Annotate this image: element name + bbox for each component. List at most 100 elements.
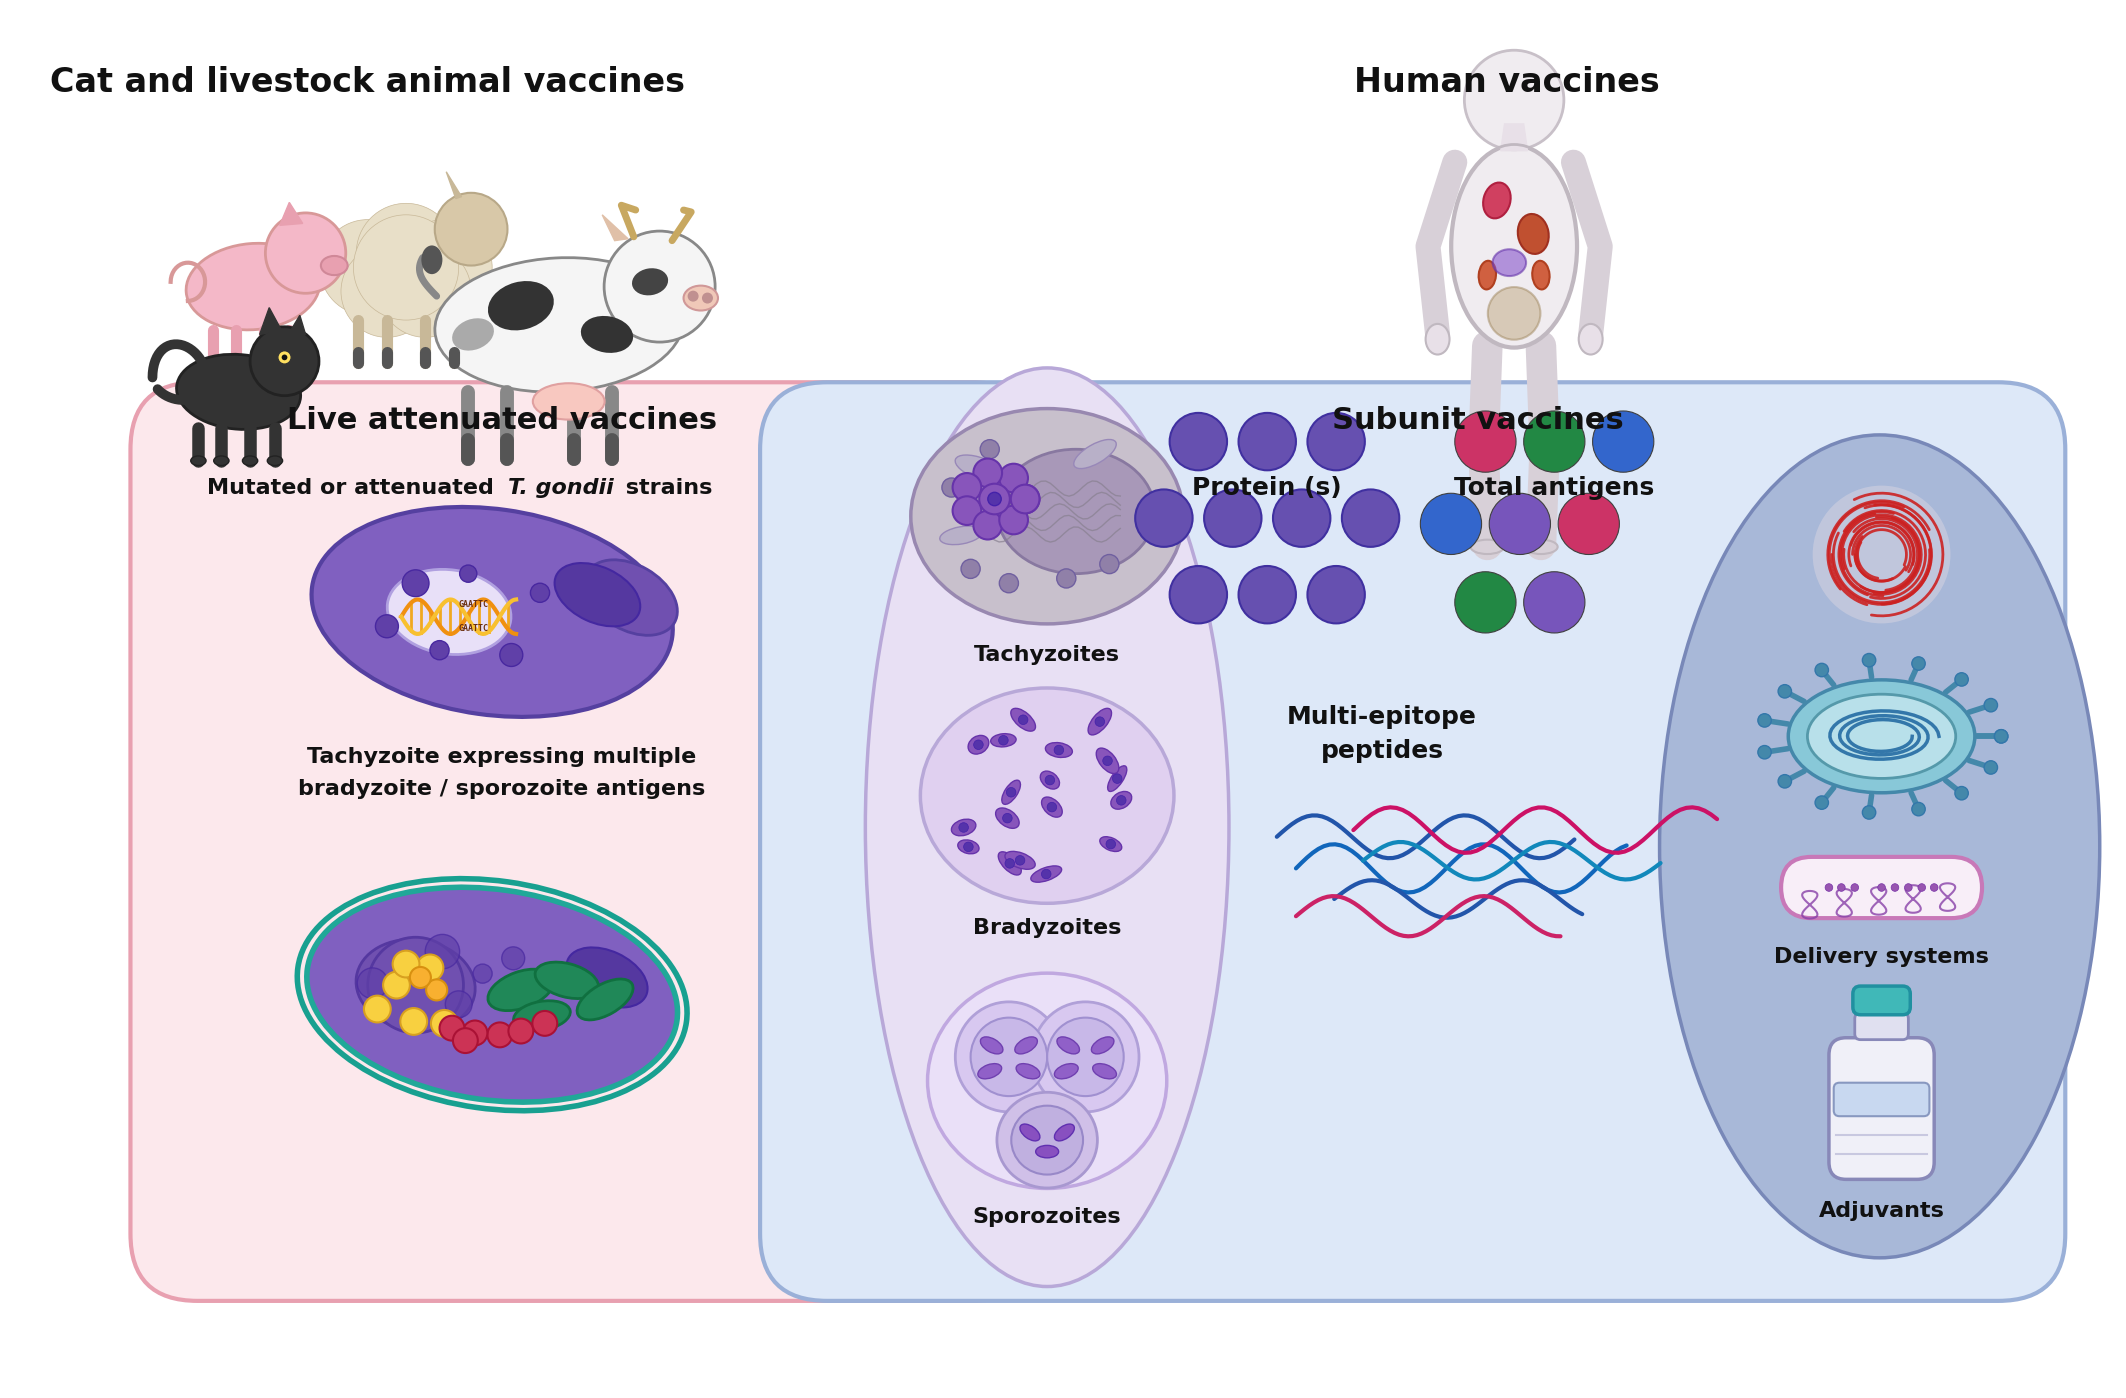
Ellipse shape xyxy=(1031,865,1061,882)
Circle shape xyxy=(357,203,455,303)
Circle shape xyxy=(432,1009,457,1037)
Ellipse shape xyxy=(865,368,1229,1286)
Ellipse shape xyxy=(1097,748,1118,773)
Circle shape xyxy=(952,473,982,502)
Circle shape xyxy=(378,246,472,337)
Text: Cat and livestock animal vaccines: Cat and livestock animal vaccines xyxy=(51,67,685,99)
Ellipse shape xyxy=(1074,439,1116,468)
Circle shape xyxy=(1862,653,1875,667)
Circle shape xyxy=(383,972,410,998)
Circle shape xyxy=(319,219,415,316)
Ellipse shape xyxy=(1006,851,1035,870)
Ellipse shape xyxy=(1001,780,1020,804)
Ellipse shape xyxy=(242,456,257,466)
Ellipse shape xyxy=(1089,709,1112,735)
Ellipse shape xyxy=(1016,1064,1040,1079)
Circle shape xyxy=(502,946,525,970)
Circle shape xyxy=(1106,839,1116,849)
Ellipse shape xyxy=(1048,1018,1125,1096)
Ellipse shape xyxy=(1788,679,1975,793)
Ellipse shape xyxy=(268,456,283,466)
Circle shape xyxy=(1877,884,1886,892)
Ellipse shape xyxy=(1031,1002,1140,1111)
Text: strains: strains xyxy=(619,478,712,498)
Circle shape xyxy=(1524,572,1584,633)
Ellipse shape xyxy=(321,256,349,275)
Ellipse shape xyxy=(1014,1037,1037,1054)
Circle shape xyxy=(1911,657,1926,670)
Ellipse shape xyxy=(489,281,553,330)
Circle shape xyxy=(1758,714,1771,727)
Ellipse shape xyxy=(1020,1124,1040,1141)
Circle shape xyxy=(1135,489,1193,547)
Polygon shape xyxy=(281,203,302,225)
FancyBboxPatch shape xyxy=(1828,1037,1935,1180)
Ellipse shape xyxy=(1452,145,1575,347)
Ellipse shape xyxy=(555,563,640,626)
Ellipse shape xyxy=(959,840,980,854)
Ellipse shape xyxy=(927,973,1167,1188)
Circle shape xyxy=(364,995,391,1022)
Circle shape xyxy=(1203,489,1261,547)
Ellipse shape xyxy=(1533,261,1550,289)
Circle shape xyxy=(1169,566,1227,624)
Circle shape xyxy=(942,478,961,498)
Ellipse shape xyxy=(176,354,300,429)
Circle shape xyxy=(444,991,472,1018)
Circle shape xyxy=(266,212,347,294)
Ellipse shape xyxy=(355,939,476,1030)
Text: peptides: peptides xyxy=(1320,738,1444,763)
Circle shape xyxy=(429,640,449,660)
Circle shape xyxy=(604,231,714,343)
Ellipse shape xyxy=(1108,766,1127,791)
Circle shape xyxy=(1454,572,1516,633)
Circle shape xyxy=(959,822,969,832)
Circle shape xyxy=(1465,50,1565,150)
Circle shape xyxy=(980,484,1010,514)
Ellipse shape xyxy=(1580,324,1603,355)
Circle shape xyxy=(1239,412,1297,470)
FancyBboxPatch shape xyxy=(1782,857,1981,918)
Polygon shape xyxy=(446,172,461,199)
Circle shape xyxy=(400,1008,427,1035)
Ellipse shape xyxy=(421,246,442,274)
Circle shape xyxy=(279,351,291,363)
Circle shape xyxy=(1524,411,1584,473)
Circle shape xyxy=(1918,884,1926,892)
Circle shape xyxy=(1169,412,1227,470)
Ellipse shape xyxy=(453,319,493,351)
Circle shape xyxy=(417,955,444,981)
Circle shape xyxy=(1905,884,1911,892)
Ellipse shape xyxy=(436,257,682,391)
Circle shape xyxy=(1454,411,1516,473)
Ellipse shape xyxy=(955,454,1006,482)
Circle shape xyxy=(1862,805,1875,819)
Circle shape xyxy=(1342,489,1399,547)
Circle shape xyxy=(395,219,491,316)
Text: Subunit vaccines: Subunit vaccines xyxy=(1331,405,1624,435)
Ellipse shape xyxy=(1057,1037,1080,1054)
Circle shape xyxy=(532,1011,557,1036)
Circle shape xyxy=(1994,730,2007,742)
Circle shape xyxy=(1488,493,1550,555)
Text: Multi-epitope: Multi-epitope xyxy=(1286,705,1478,730)
Ellipse shape xyxy=(191,456,206,466)
Ellipse shape xyxy=(487,969,555,1011)
Text: Tachyzoites: Tachyzoites xyxy=(974,646,1120,665)
Circle shape xyxy=(1003,814,1012,823)
Circle shape xyxy=(1420,493,1482,555)
Ellipse shape xyxy=(187,243,319,330)
Ellipse shape xyxy=(313,507,672,717)
Circle shape xyxy=(1837,884,1845,892)
Circle shape xyxy=(1103,756,1112,766)
Ellipse shape xyxy=(1660,435,2100,1258)
Circle shape xyxy=(1273,489,1331,547)
Ellipse shape xyxy=(566,948,648,1008)
Ellipse shape xyxy=(1091,1037,1114,1054)
Circle shape xyxy=(340,246,434,337)
Circle shape xyxy=(1930,884,1939,892)
Ellipse shape xyxy=(1054,1064,1078,1079)
Ellipse shape xyxy=(576,979,634,1021)
Circle shape xyxy=(980,440,999,459)
Ellipse shape xyxy=(910,408,1184,624)
